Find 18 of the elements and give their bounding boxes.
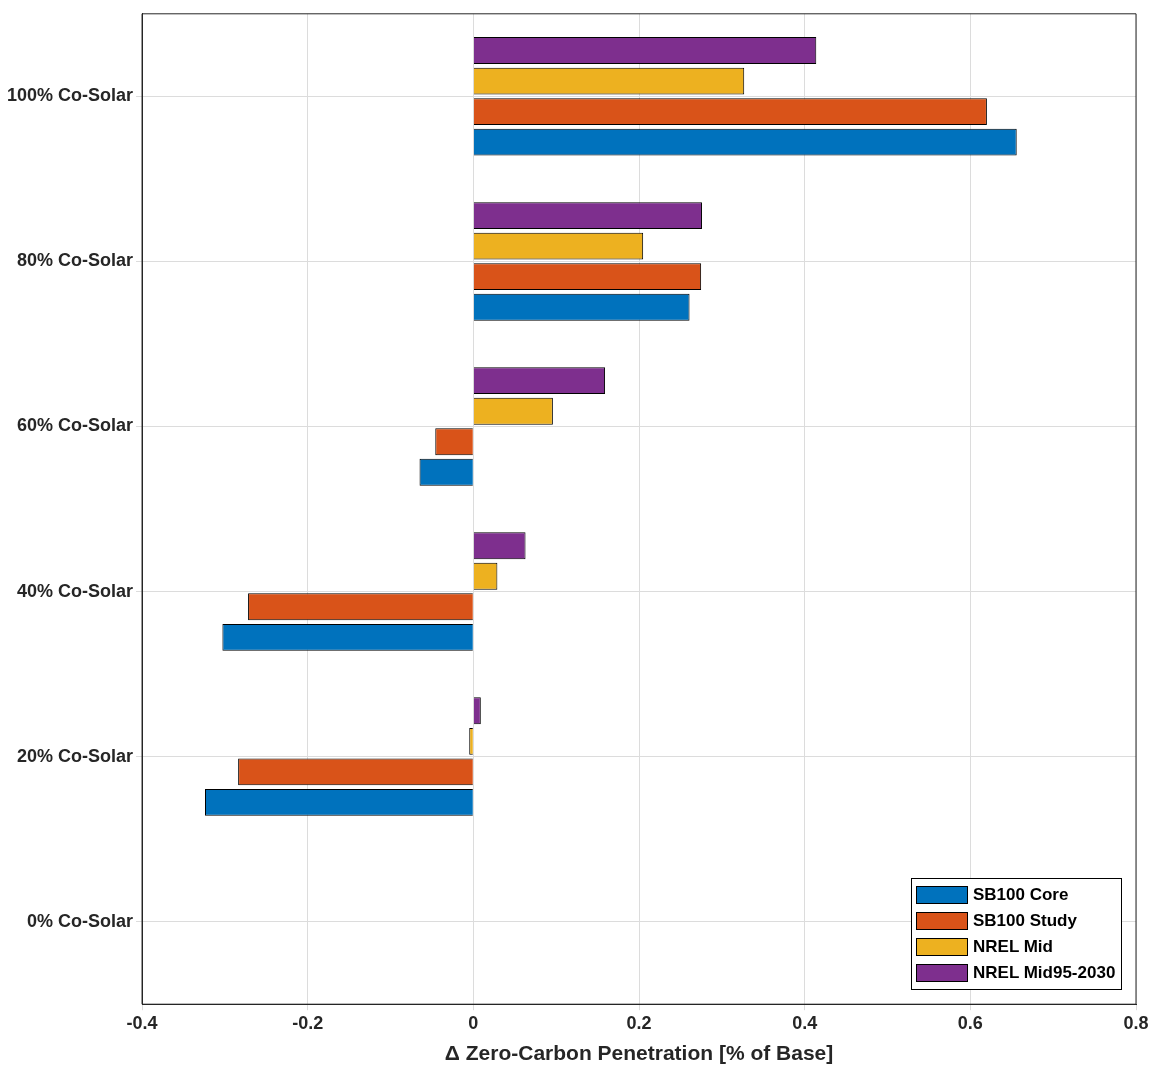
x-tick-label: 0.4	[792, 1012, 818, 1033]
x-tick-label: 0.8	[1123, 1012, 1149, 1033]
y-tick-label: 100% Co-Solar	[7, 85, 134, 106]
y-tick-label: 20% Co-Solar	[17, 745, 134, 766]
x-tick-label: -0.2	[292, 1012, 324, 1033]
x-tick-label: 0	[468, 1012, 479, 1033]
x-tick-label: 0.6	[957, 1012, 983, 1033]
x-axis-title: Δ Zero-Carbon Penetration [% of Base]	[444, 1041, 834, 1065]
legend-label: NREL Mid	[973, 937, 1053, 958]
legend-label: SB100 Core	[973, 885, 1069, 906]
y-tick-label: 0% Co-Solar	[27, 910, 134, 931]
y-tick-label: 40% Co-Solar	[17, 580, 134, 601]
x-tick-label: 0.2	[626, 1012, 652, 1033]
legend-label: SB100 Study	[973, 911, 1077, 932]
y-tick-label: 80% Co-Solar	[17, 250, 134, 271]
legend-label: NREL Mid95-2030	[973, 963, 1116, 984]
x-tick-label: -0.4	[126, 1012, 158, 1033]
y-tick-label: 60% Co-Solar	[17, 415, 134, 436]
